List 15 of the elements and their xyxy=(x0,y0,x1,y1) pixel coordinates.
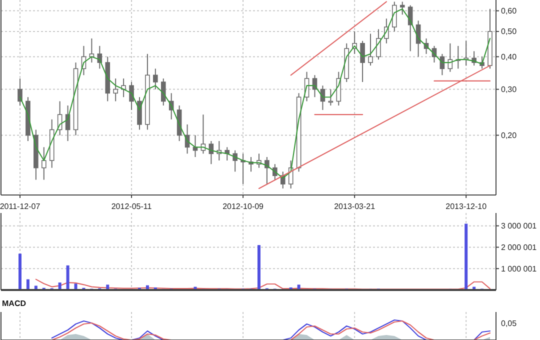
y-tick-label: 0,50 xyxy=(501,27,518,36)
text: 0,05 xyxy=(501,319,518,328)
x-tick-label: 2013-12-10 xyxy=(446,202,488,211)
y-tick-label: 0,20 xyxy=(501,131,518,140)
x-tick-label: 2012-05-11 xyxy=(111,202,152,211)
x-tick-label: 2013-03-21 xyxy=(334,202,376,211)
y-tick-label: 0,60 xyxy=(501,6,518,16)
y-tick-label: 1 000 001 xyxy=(501,264,538,274)
x-tick-label: 2012-10-09 xyxy=(222,202,264,211)
y-tick-label: 3 000 001 xyxy=(501,222,538,231)
x-tick-label: 2011-12-07 xyxy=(0,202,41,211)
y-tick-label: 2 000 001 xyxy=(501,243,538,252)
y-tick-label: 0,40 xyxy=(501,52,518,62)
y-tick-label: 0,30 xyxy=(501,85,518,94)
chart-title: MACD xyxy=(2,299,26,308)
